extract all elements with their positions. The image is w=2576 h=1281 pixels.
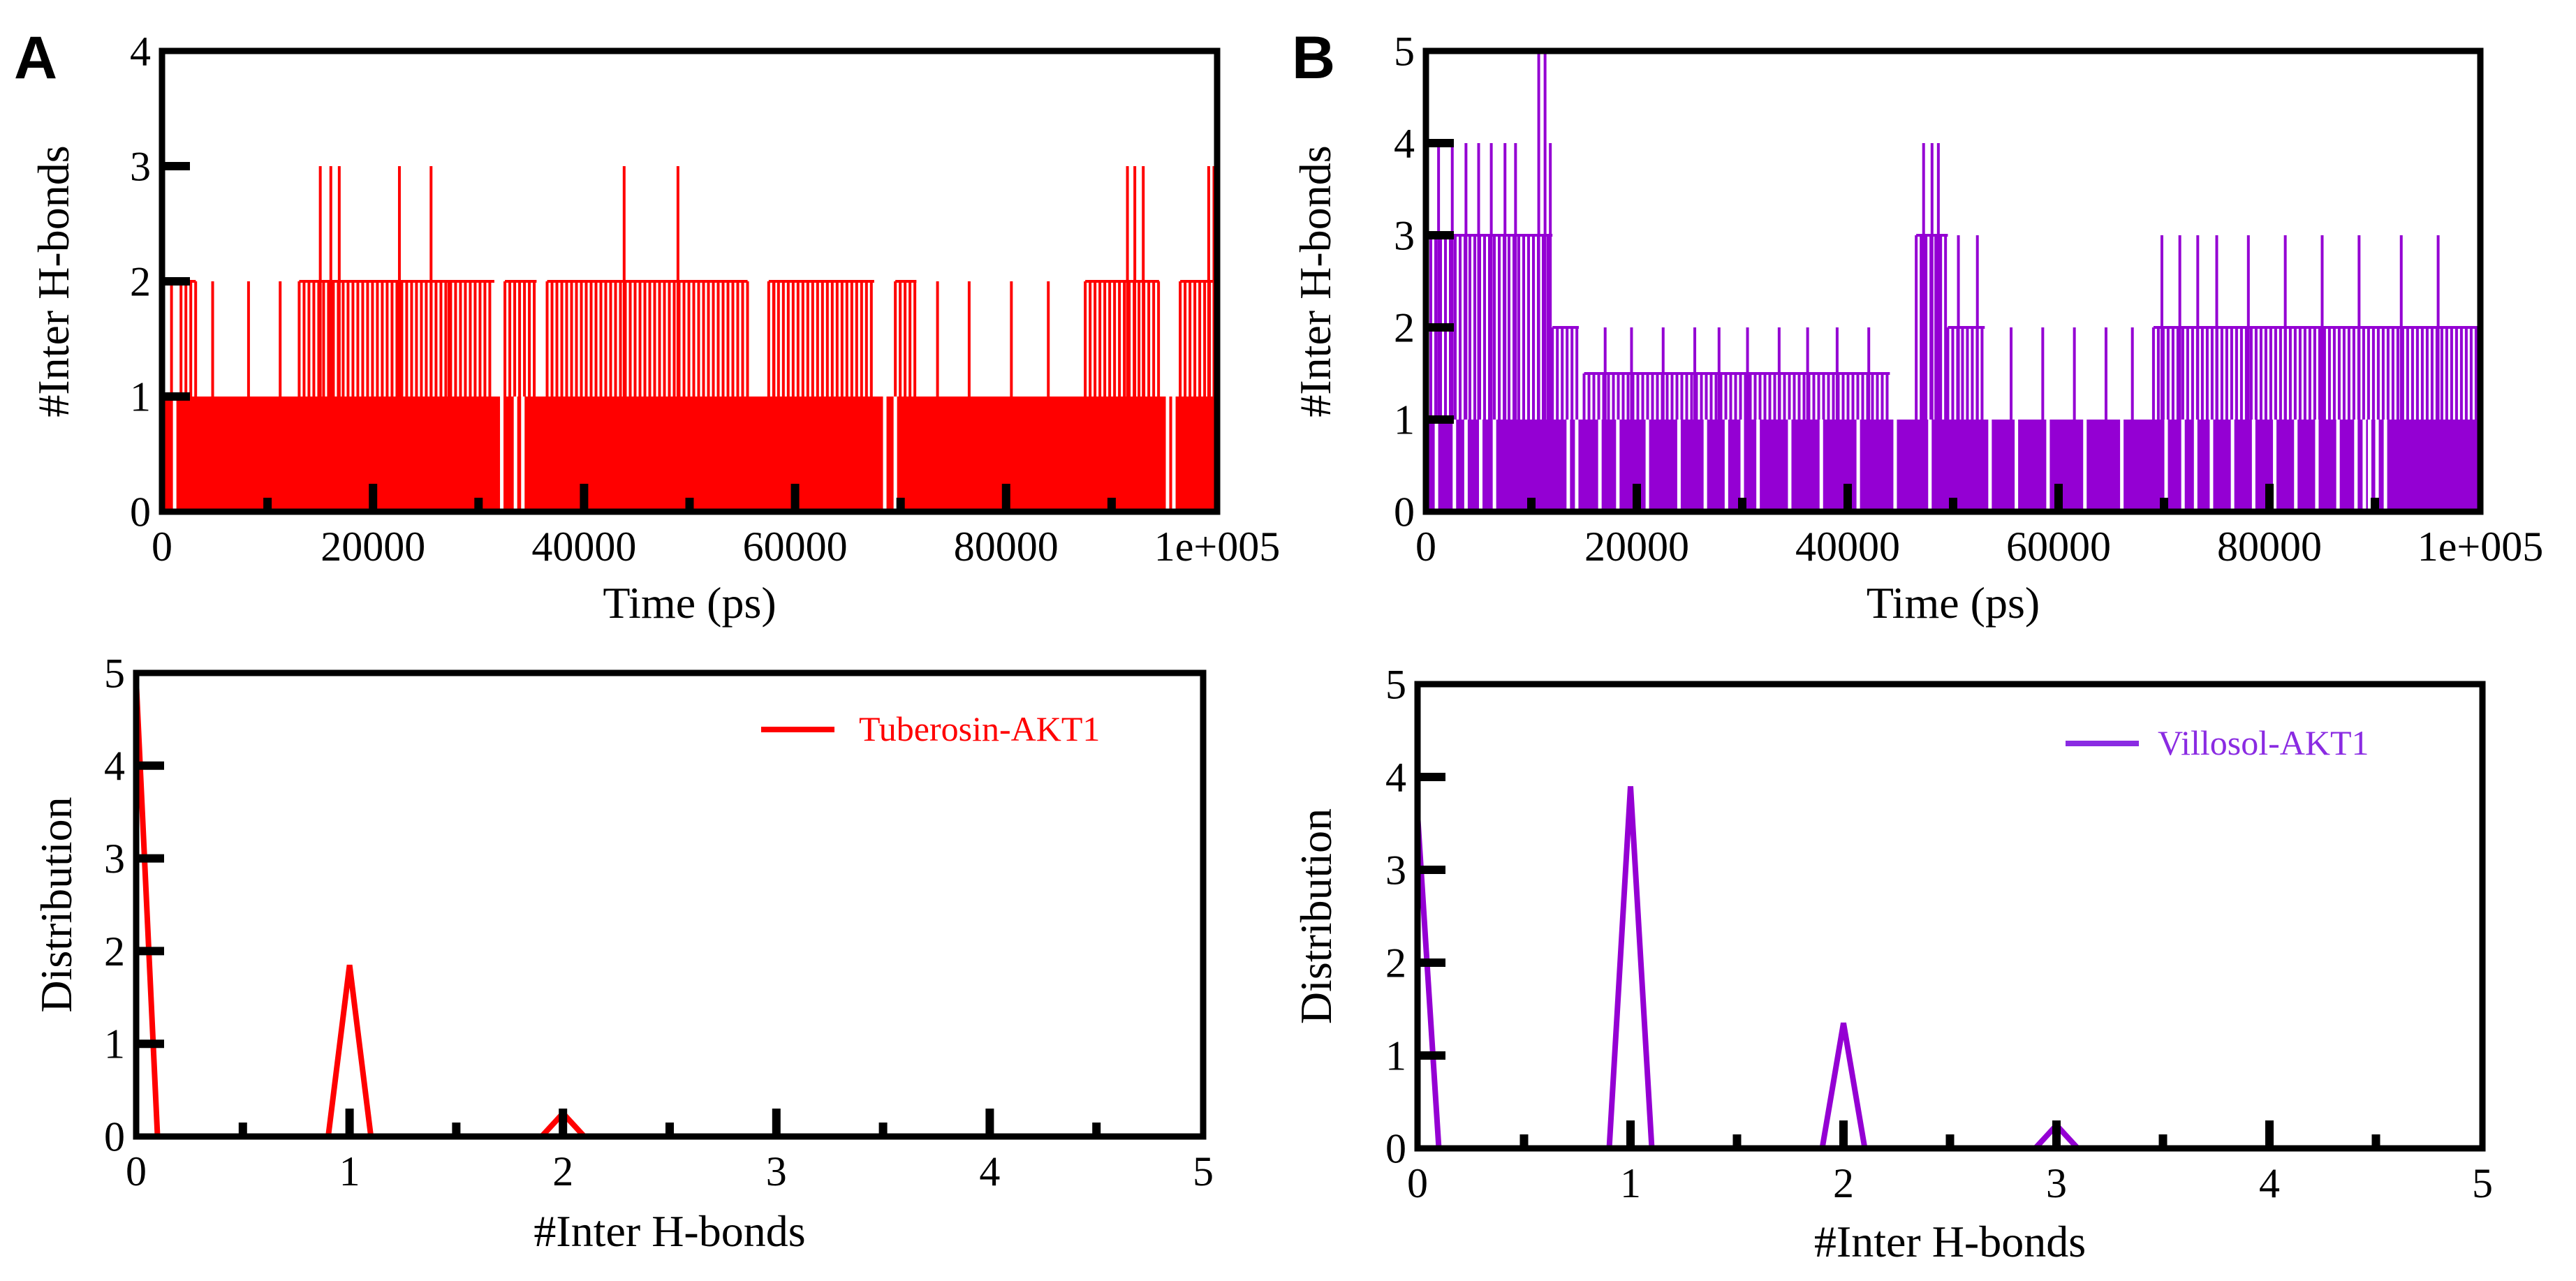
y-tick-label: 4	[130, 28, 151, 74]
x-tick-label: 3	[2046, 1160, 2067, 1206]
x-tick-label: 1e+005	[1154, 524, 1280, 570]
chart-a-time-series: 0 20000 40000 60000 80000 1e+005 0 1 2 3 4 Time (ps…	[29, 28, 1280, 628]
chart-b-time-series: 0 20000 40000 60000 80000 1e+005 0 1 2 3 4 5 Time (p…	[1290, 28, 2543, 628]
y-tick-label: 1	[1385, 1032, 1406, 1079]
y-tick-label: 3	[1385, 847, 1406, 893]
chart-b-distribution: 0 1 2 3 4 5 0 1 2 3 4 5 #Inter H-bonds Distribution Vi…	[1291, 661, 2493, 1266]
x-tick-label: 40000	[1795, 524, 1900, 570]
x-tick-label: 20000	[1584, 524, 1689, 570]
x-tick-label: 20000	[321, 524, 425, 570]
x-tick-label: 2	[552, 1148, 573, 1194]
y-tick-label: 5	[1394, 28, 1415, 74]
x-tick-label: 40000	[531, 524, 636, 570]
x-tick-label: 4	[979, 1148, 1000, 1194]
x-tick-label: 2	[1833, 1160, 1854, 1206]
y-axis-label: Distribution	[1291, 808, 1341, 1024]
y-tick-label: 4	[1385, 754, 1406, 800]
x-tick-label: 80000	[2217, 524, 2322, 570]
y-axis-label: #Inter H-bonds	[1290, 145, 1340, 417]
y-tick-label: 1	[130, 373, 151, 420]
x-tick-label: 4	[2259, 1160, 2280, 1206]
x-tick-label: 60000	[2006, 524, 2111, 570]
x-axis-label: #Inter H-bonds	[533, 1206, 805, 1256]
panel-letter-a: A	[14, 24, 57, 91]
x-tick-label: 3	[766, 1148, 787, 1194]
x-tick-label: 5	[1193, 1148, 1214, 1194]
y-tick-label: 0	[104, 1113, 125, 1160]
x-axis-label: Time (ps)	[603, 578, 776, 628]
plot-area	[162, 166, 1217, 512]
y-tick-label: 0	[130, 489, 151, 535]
x-tick-label: 1e+005	[2417, 524, 2543, 570]
y-axis-label: #Inter H-bonds	[29, 145, 78, 417]
y-tick-label: 3	[104, 836, 125, 882]
y-axis-label: Distribution	[31, 797, 81, 1012]
series-line	[136, 680, 1203, 1136]
x-axis-label: #Inter H-bonds	[1814, 1217, 2086, 1266]
legend-label: Tuberosin-AKT1	[859, 709, 1100, 748]
y-tick-label: 2	[1385, 940, 1406, 986]
legend: Villosol-AKT1	[2066, 723, 2369, 762]
y-tick-label: 0	[1385, 1125, 1406, 1171]
x-tick-label: 0	[1415, 524, 1436, 570]
x-tick-label: 0	[1407, 1160, 1428, 1206]
y-tick-label: 5	[104, 650, 125, 696]
plot-area	[1418, 786, 2482, 1148]
y-tick-label: 2	[1394, 304, 1415, 350]
x-tick-label: 60000	[743, 524, 848, 570]
series-line	[1418, 786, 2482, 1148]
y-tick-label: 3	[1394, 212, 1415, 258]
series-baseline-fill	[162, 397, 1217, 512]
x-axis-label: Time (ps)	[1867, 578, 2040, 628]
x-tick-label: 5	[2472, 1160, 2493, 1206]
plot-area	[136, 680, 1203, 1136]
legend: Tuberosin-AKT1	[761, 709, 1100, 748]
y-tick-label: 0	[1394, 489, 1415, 535]
panel-letter-b: B	[1292, 24, 1335, 91]
y-tick-label: 1	[1394, 397, 1415, 443]
plot-area	[1426, 51, 2480, 512]
legend-label: Villosol-AKT1	[2158, 723, 2369, 762]
x-tick-label: 1	[1620, 1160, 1641, 1206]
y-tick-label: 4	[104, 743, 125, 789]
y-tick-label: 1	[104, 1021, 125, 1067]
x-tick-label: 0	[126, 1148, 147, 1194]
y-tick-label: 5	[1385, 661, 1406, 707]
x-tick-label: 0	[152, 524, 172, 570]
x-tick-label: 80000	[954, 524, 1059, 570]
y-tick-label: 4	[1394, 120, 1415, 166]
y-tick-label: 2	[130, 258, 151, 304]
series-baseline-fill	[1426, 420, 2480, 512]
x-tick-label: 1	[339, 1148, 360, 1194]
y-tick-label: 3	[130, 143, 151, 189]
chart-a-distribution: 0 1 2 3 4 5 0 1 2 3 4 5 #Inter H-bonds Distribution Tu…	[31, 650, 1214, 1256]
y-tick-label: 2	[104, 928, 125, 975]
